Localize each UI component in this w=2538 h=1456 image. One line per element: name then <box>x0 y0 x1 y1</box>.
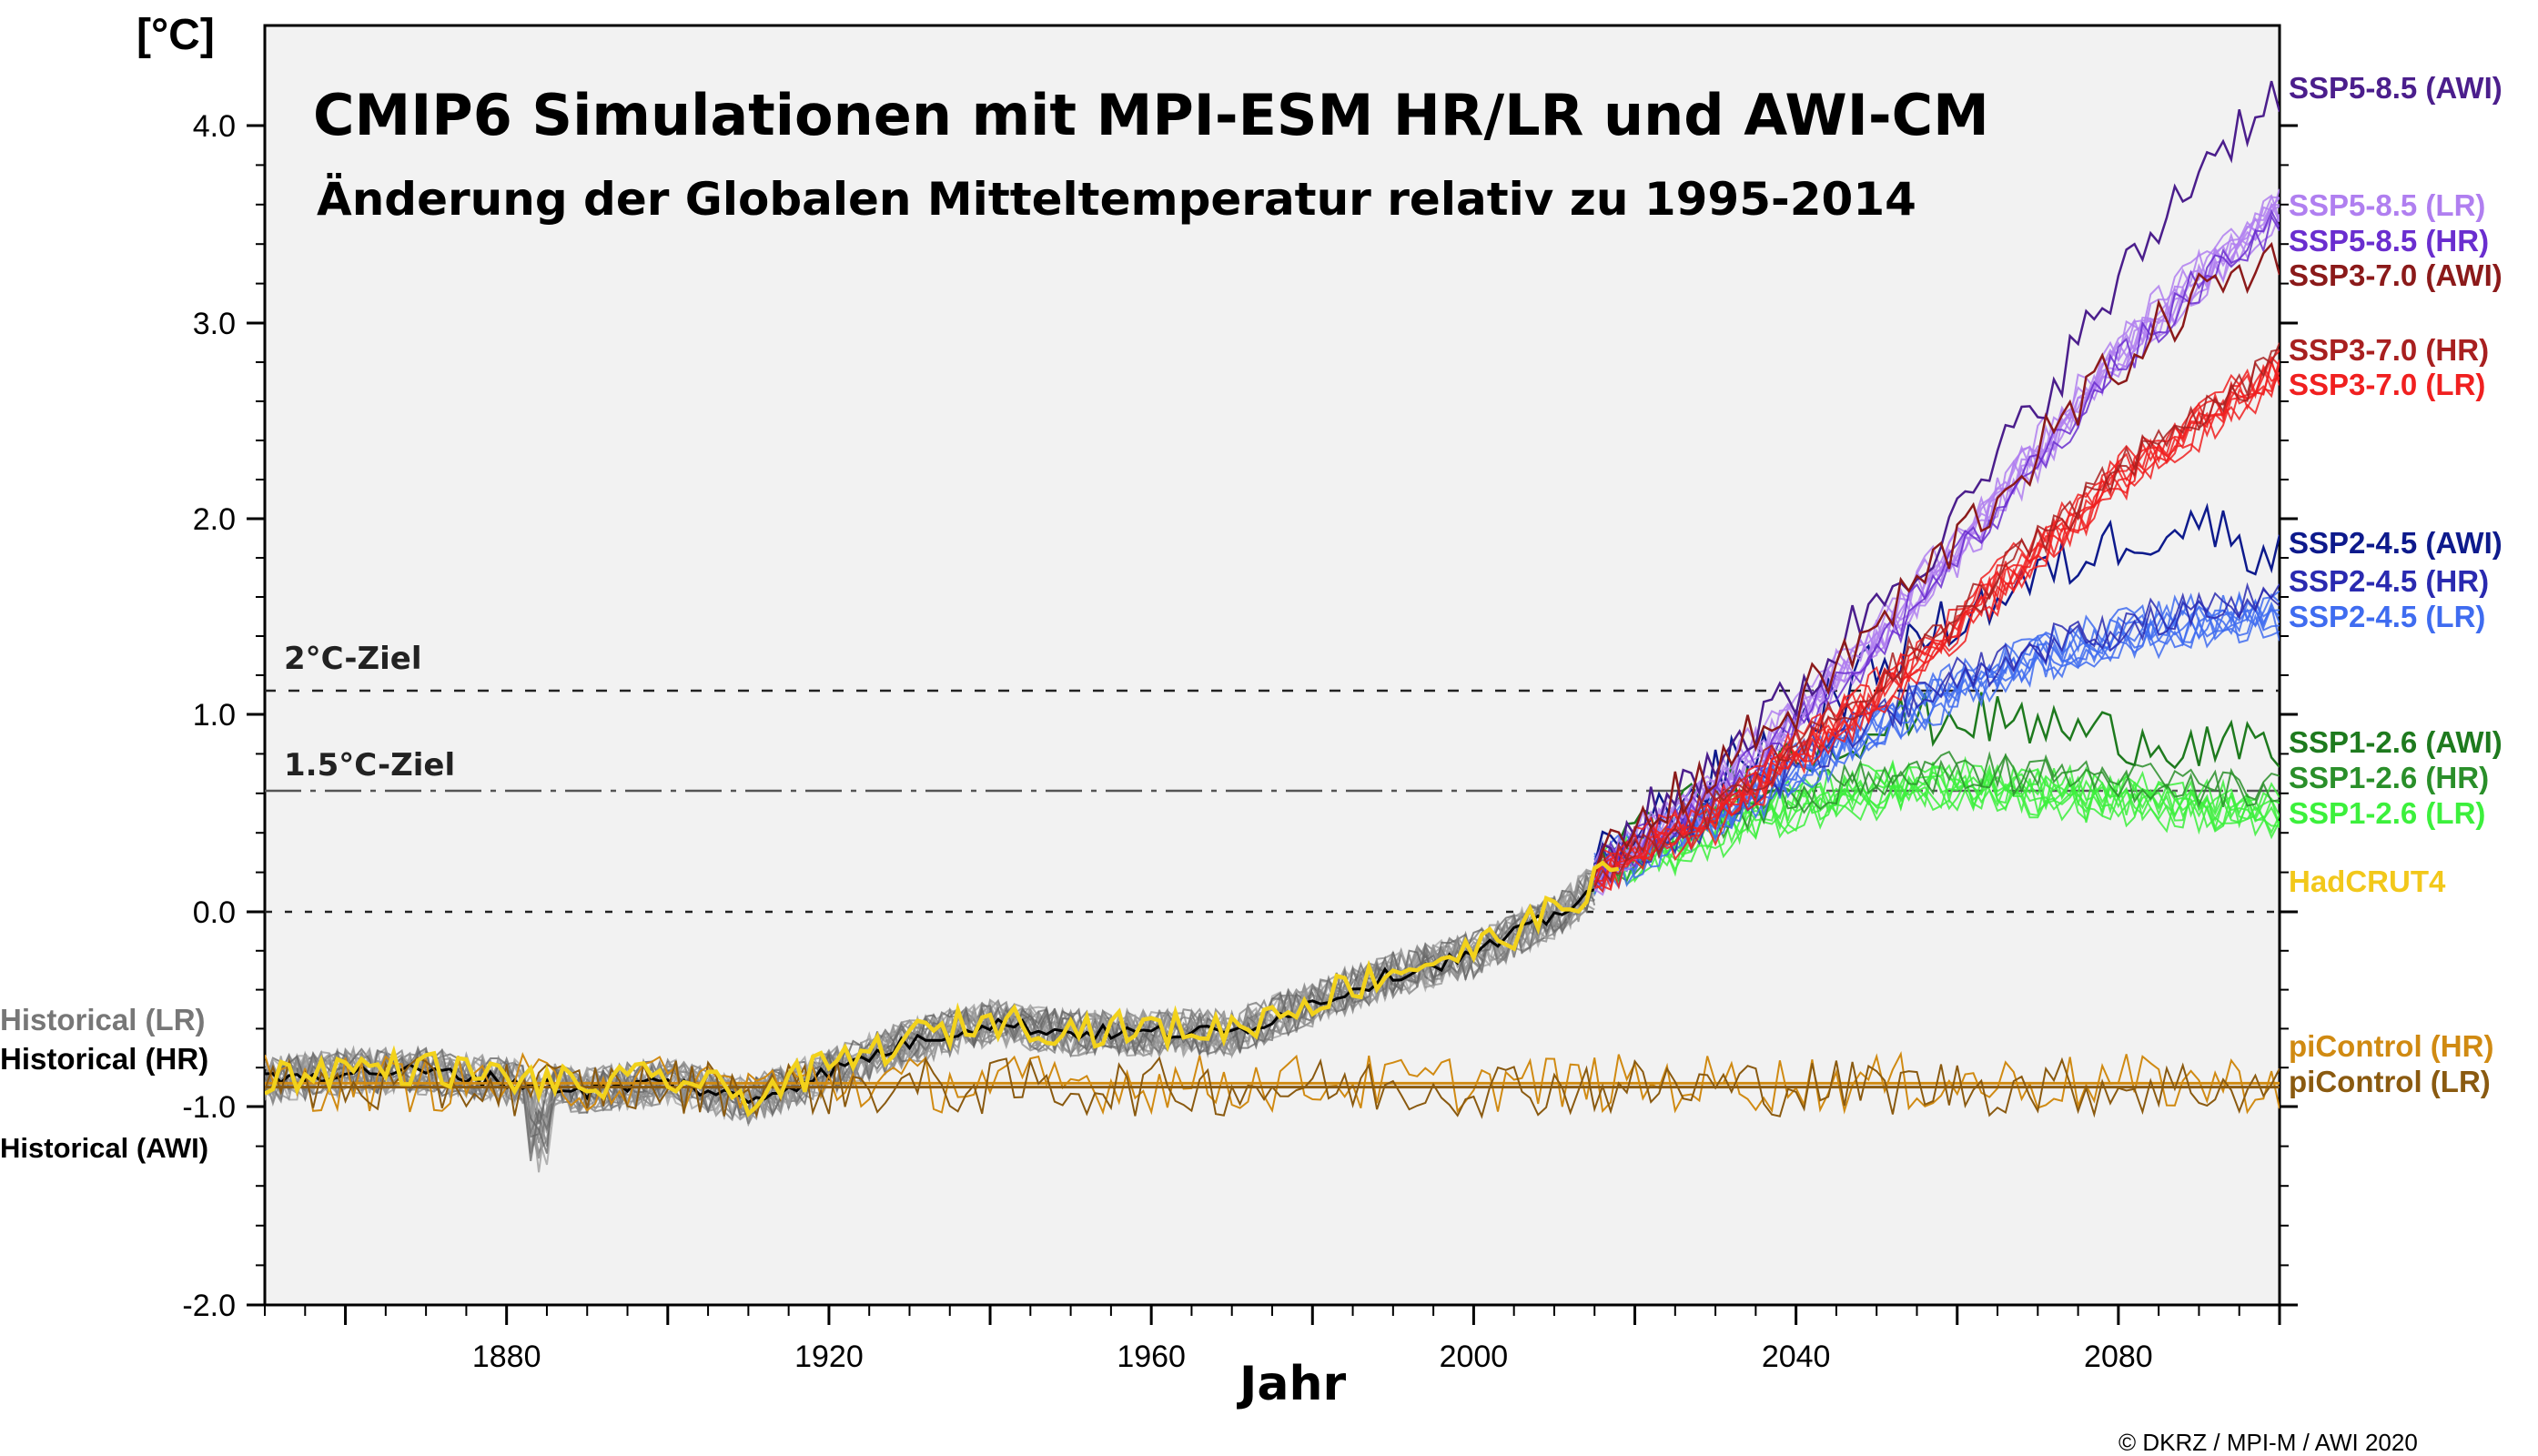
ssp-scenario-line <box>1593 80 2280 876</box>
ssp-scenario-line <box>1593 205 2280 864</box>
legend-ssp370-hr: SSP3-7.0 (HR) <box>2289 333 2489 367</box>
x-tick-label: 2040 <box>1762 1340 1831 1374</box>
label-2c-ziel: 2°C-Ziel <box>284 641 422 677</box>
legend-ssp370-lr: SSP3-7.0 (LR) <box>2289 368 2485 401</box>
label-1-5c-ziel: 1.5°C-Ziel <box>284 747 455 784</box>
ssp-scenario-line <box>1593 209 2280 886</box>
ssp-scenario-line <box>1593 349 2280 877</box>
ssp-lines <box>1593 80 2280 896</box>
y-tick-label: 0.0 <box>193 895 236 930</box>
legend-ssp585-lr: SSP5-8.5 (LR) <box>2289 188 2485 222</box>
legend-picontrol-lr: piControl (LR) <box>2289 1065 2491 1098</box>
ssp-scenario-line <box>1593 371 2280 891</box>
x-tick-label: 1960 <box>1117 1340 1186 1374</box>
x-axis-label: Jahr <box>1237 1357 1346 1411</box>
legend-ssp585-awi: SSP5-8.5 (AWI) <box>2289 71 2503 105</box>
copyright: © DKRZ / MPI-M / AWI 2020 <box>2118 1429 2418 1456</box>
ssp-scenario-line <box>1593 201 2280 882</box>
label-historical-lr: Historical (LR) <box>0 1003 206 1036</box>
legend-ssp126-hr: SSP1-2.6 (HR) <box>2289 761 2489 794</box>
label-historical-awi: Historical (AWI) <box>0 1132 208 1164</box>
chart-title: CMIP6 Simulationen mit MPI-ESM HR/LR und… <box>313 82 1989 148</box>
hadcrut-line <box>265 860 1620 1118</box>
y-tick-label: 4.0 <box>193 109 236 144</box>
legend-hadcrut4: HadCRUT4 <box>2289 864 2446 898</box>
x-tick-label: 1920 <box>794 1340 864 1374</box>
label-historical-hr: Historical (HR) <box>0 1042 208 1076</box>
y-tick-label: -2.0 <box>182 1289 236 1323</box>
ssp-scenario-line <box>1593 581 2280 882</box>
legend-ssp245-awi: SSP2-4.5 (AWI) <box>2289 526 2503 560</box>
legend-picontrol-hr: piControl (HR) <box>2289 1029 2493 1063</box>
legend-ssp126-lr: SSP1-2.6 (LR) <box>2289 796 2485 830</box>
y-tick-label: 3.0 <box>193 307 236 341</box>
y-axis-unit: [°C] <box>137 11 215 59</box>
x-tick-label: 2000 <box>1440 1340 1509 1374</box>
y-tick-label: 1.0 <box>193 698 236 733</box>
chart-subtitle: Änderung der Globalen Mitteltemperatur r… <box>317 173 1916 226</box>
legend-ssp585-hr: SSP5-8.5 (HR) <box>2289 224 2489 258</box>
ssp-scenario-line <box>1594 356 2280 882</box>
x-axis: 1880 1920 1960 2000 2040 2080 <box>264 1305 2281 1374</box>
x-tick-label: 2080 <box>2084 1340 2153 1374</box>
y-axis: 4.0 3.0 2.0 1.0 0.0 -1.0 -2.0 <box>182 109 2298 1323</box>
ssp-scenario-line <box>1593 777 2280 894</box>
legend: SSP5-8.5 (AWI) SSP5-8.5 (LR) SSP5-8.5 (H… <box>2289 71 2503 1098</box>
y-tick-label: -1.0 <box>182 1090 236 1125</box>
legend-ssp245-hr: SSP2-4.5 (HR) <box>2289 564 2489 598</box>
y-tick-label: 2.0 <box>193 502 236 537</box>
legend-ssp126-awi: SSP1-2.6 (AWI) <box>2289 725 2503 759</box>
x-tick-label: 1880 <box>472 1340 541 1374</box>
ssp-scenario-line <box>1593 241 2280 875</box>
legend-ssp245-lr: SSP2-4.5 (LR) <box>2289 600 2485 633</box>
legend-ssp370-awi: SSP3-7.0 (AWI) <box>2289 258 2503 292</box>
hadcrut4-line <box>265 860 1620 1118</box>
